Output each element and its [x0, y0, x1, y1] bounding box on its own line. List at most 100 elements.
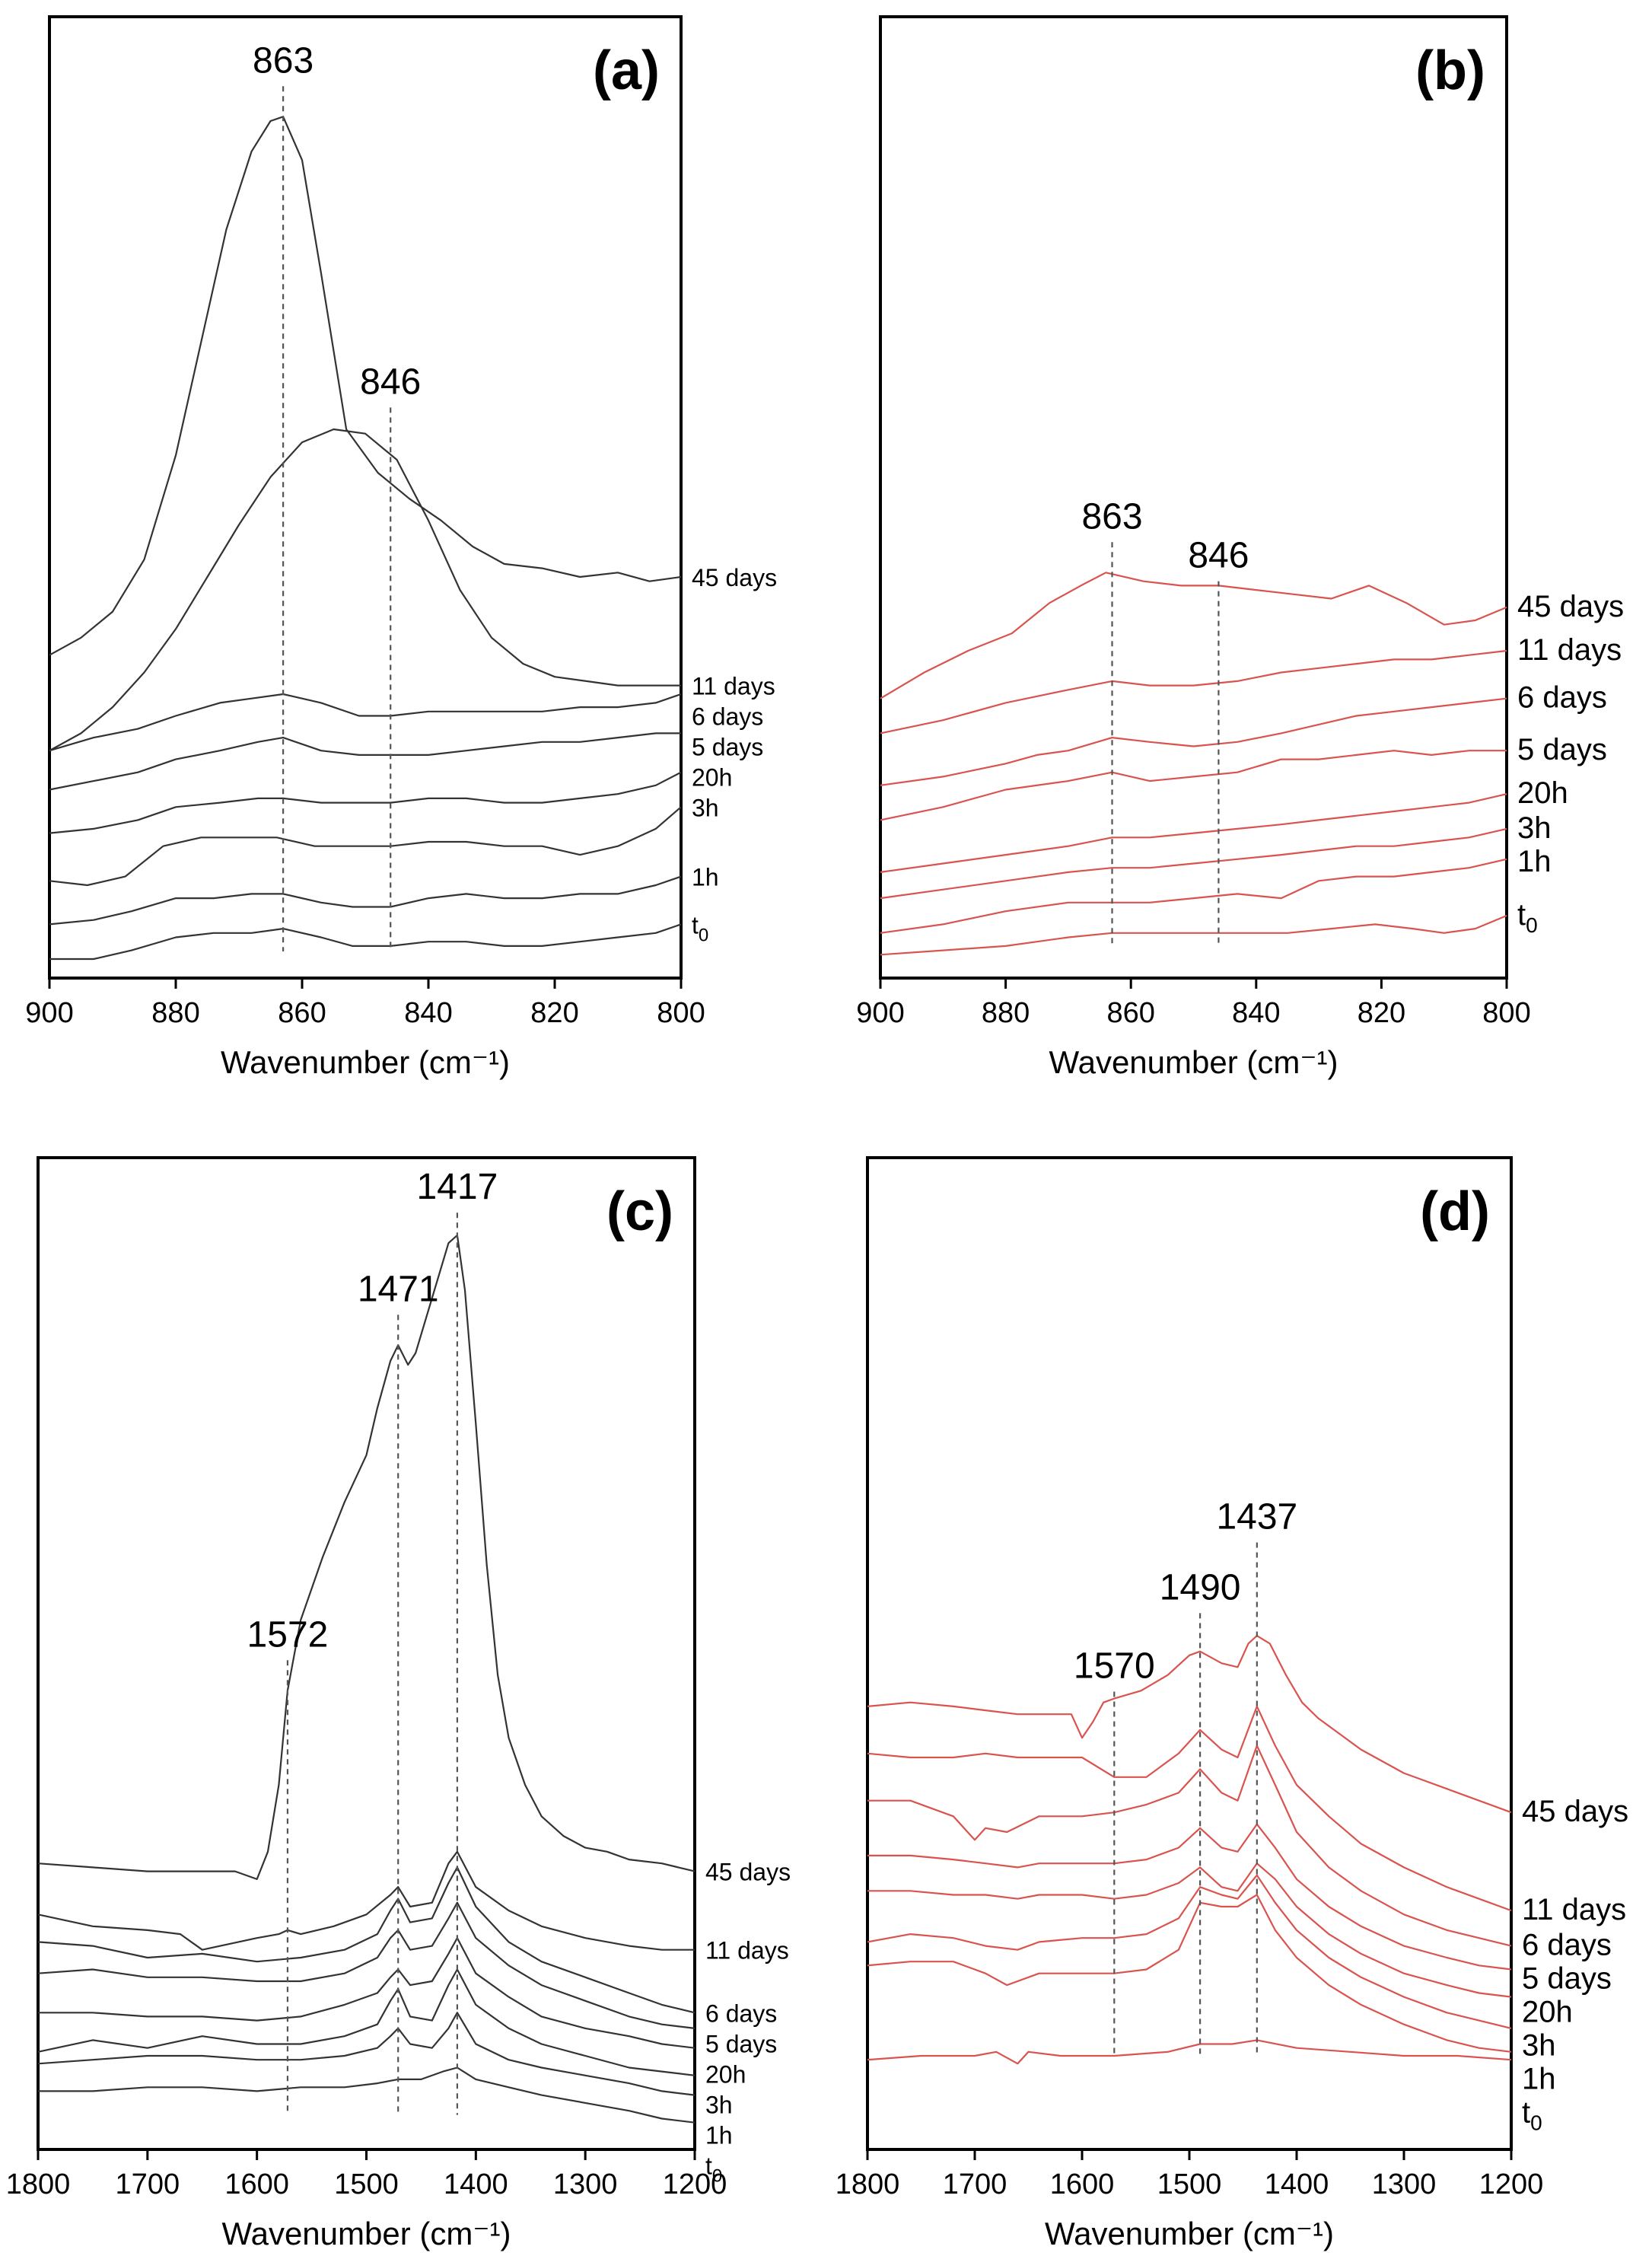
- panel-a-series-label-3h: 3h: [692, 795, 719, 822]
- panel-b-xtick-label-900: 900: [856, 997, 904, 1029]
- panel-d-xtick-label-1800: 1800: [836, 2168, 900, 2200]
- panel-a-series-3h: [49, 806, 682, 887]
- panel-b-xtick-label-820: 820: [1358, 997, 1405, 1029]
- panel-c-peak-label-1471: 1471: [358, 1269, 439, 1309]
- panel-b-series-6-days: [880, 697, 1507, 786]
- panel-b-xtick-label-880: 880: [982, 997, 1030, 1029]
- panel-d-series-label-t0: t0: [1522, 2096, 1542, 2135]
- panel-b-series-label-20h: 20h: [1517, 776, 1568, 810]
- panel-a-xtick-label-820: 820: [530, 997, 578, 1029]
- panel-a-series-11-days: [49, 428, 681, 752]
- panel-a-xtick-label-860: 860: [278, 997, 326, 1029]
- panel-c-series-20h: [38, 1937, 695, 2049]
- panel-a-series-label-6-days: 6 days: [692, 703, 763, 731]
- panel-d-series-label-5-days: 5 days: [1522, 1962, 1612, 1996]
- panel-a-xtick-label-900: 900: [25, 997, 73, 1029]
- panel-d-series-t0: [867, 2039, 1512, 2065]
- panel-d-series-45-days: [867, 1635, 1512, 1814]
- panel-a-peak-label-846: 846: [360, 362, 421, 402]
- panel-b-series-3h: [880, 827, 1507, 900]
- panel-d-series-1h: [867, 1894, 1512, 2053]
- panel-c-series-label-11-days: 11 days: [705, 1937, 789, 1964]
- panel-b-xtick-label-800: 800: [1482, 997, 1530, 1029]
- panel-d-series-label-45-days: 45 days: [1522, 1795, 1628, 1828]
- panel-d-xtick-label-1600: 1600: [1050, 2168, 1115, 2200]
- panel-d-peak-label-1490: 1490: [1160, 1567, 1241, 1608]
- panel-b: 900 880 860 840 820 800 Wavenumber (cm⁻¹) (b) 86…: [856, 15, 1624, 1080]
- panel-d-letter: (d): [1420, 1181, 1490, 1242]
- panel-d-series-label-1h: 1h: [1522, 2063, 1556, 2096]
- panel-c: 1800 1700 1600 1500 1400 1300 1200 Wavenumber (…: [6, 1156, 791, 2251]
- panel-b-series-label-1h: 1h: [1517, 845, 1552, 878]
- panel-b-frame: [879, 15, 1508, 980]
- panel-a-series-5-days: [49, 732, 681, 791]
- panel-c-xtick-label-1300: 1300: [553, 2168, 618, 2200]
- panel-c-series-6-days: [37, 1866, 695, 2014]
- panel-b-xlabel: Wavenumber (cm⁻¹): [1049, 1044, 1338, 1080]
- panel-a-series-label-1h: 1h: [692, 864, 719, 891]
- panel-a-series-label-t0: t0: [692, 911, 708, 945]
- panel-b-series-label-t0: t0: [1517, 898, 1538, 937]
- panel-a-xtick-label-840: 840: [404, 997, 452, 1029]
- panel-b-series-20h: [880, 793, 1507, 873]
- panel-d-series-label-6-days: 6 days: [1522, 1929, 1612, 1962]
- panel-c-peak-label-1417: 1417: [416, 1167, 498, 1207]
- panel-c-series-label-1h: 1h: [705, 2121, 733, 2149]
- panel-c-series-3h: [37, 1968, 695, 2076]
- panel-c-xtick-label-1500: 1500: [334, 2168, 399, 2200]
- panel-a-series-label-45-days: 45 days: [692, 564, 777, 591]
- panel-b-series-label-45-days: 45 days: [1517, 590, 1624, 623]
- panel-a-series-20h: [49, 771, 682, 834]
- panel-d-series-3h: [867, 1874, 1512, 2029]
- panel-a-peak-label-863: 863: [253, 40, 314, 81]
- panel-d-xlabel: Wavenumber (cm⁻¹): [1045, 2216, 1334, 2251]
- panel-d-series-11-days: [867, 1705, 1512, 1912]
- panel-b-series-1h: [880, 858, 1507, 934]
- panel-b-letter: (b): [1415, 40, 1485, 101]
- panel-a-xtick-label-880: 880: [151, 997, 199, 1029]
- panel-d-series-label-20h: 20h: [1522, 1996, 1573, 2029]
- panel-a-frame: [48, 15, 683, 980]
- panel-c-series-1h: [37, 2012, 695, 2096]
- panel-b-series-label-6-days: 6 days: [1517, 681, 1607, 715]
- panel-b-peak-label-846: 846: [1188, 536, 1249, 576]
- panel-a-series-label-20h: 20h: [692, 764, 732, 792]
- panel-d: 1800 1700 1600 1500 1400 1300 1200 Wavenumber (…: [836, 1156, 1628, 2251]
- panel-c-xlabel: Wavenumber (cm⁻¹): [222, 2216, 511, 2251]
- panel-b-series-11-days: [880, 649, 1507, 734]
- panel-c-xtick-label-1600: 1600: [224, 2168, 289, 2200]
- panel-c-series-5-days: [37, 1901, 695, 2029]
- panel-d-xtick-label-1200: 1200: [1479, 2168, 1544, 2200]
- panel-b-series-45-days: [880, 572, 1507, 699]
- panel-d-series-5-days: [867, 1823, 1512, 1971]
- panel-c-peak-label-1572: 1572: [247, 1614, 329, 1655]
- panel-a-series-1h: [49, 875, 682, 926]
- panel-d-xtick-label-1500: 1500: [1157, 2168, 1222, 2200]
- panel-d-peak-label-1437: 1437: [1216, 1497, 1297, 1537]
- panel-c-series-label-5-days: 5 days: [705, 2030, 777, 2057]
- panel-c-xtick-label-1800: 1800: [6, 2168, 71, 2200]
- panel-a-series-label-5-days: 5 days: [692, 734, 763, 761]
- panel-a-xtick-label-800: 800: [657, 997, 705, 1029]
- panel-c-series-label-6-days: 6 days: [705, 1999, 777, 2027]
- panel-c-series-label-3h: 3h: [705, 2091, 733, 2118]
- panel-a-xlabel: Wavenumber (cm⁻¹): [221, 1044, 510, 1080]
- panel-a-series-label-11-days: 11 days: [692, 673, 775, 700]
- panel-c-letter: (c): [606, 1181, 673, 1242]
- panel-a-series-6-days: [49, 693, 682, 752]
- panel-d-series-label-11-days: 11 days: [1522, 1893, 1626, 1926]
- panel-b-series-label-5-days: 5 days: [1517, 733, 1607, 766]
- panel-b-series-t0: [880, 914, 1507, 956]
- panel-a-series-t0: [49, 923, 682, 961]
- panel-c-series-label-45-days: 45 days: [705, 1859, 791, 1886]
- panel-d-xtick-label-1300: 1300: [1372, 2168, 1437, 2200]
- panel-b-series-label-11-days: 11 days: [1517, 633, 1622, 667]
- panel-c-series-label-t0: t0: [705, 2152, 722, 2186]
- panel-c-series-t0: [38, 2066, 695, 2124]
- panel-d-xtick-label-1400: 1400: [1265, 2168, 1329, 2200]
- panel-d-series-20h: [867, 1862, 1512, 1998]
- panel-d-xtick-label-1700: 1700: [943, 2168, 1007, 2200]
- panel-b-series-label-3h: 3h: [1517, 811, 1552, 845]
- panel-c-series-45-days: [37, 1234, 695, 1880]
